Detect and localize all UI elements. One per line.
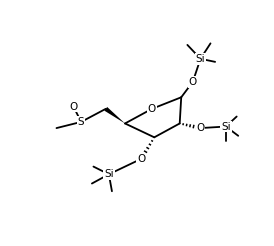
Text: Si: Si bbox=[104, 169, 114, 179]
Text: O: O bbox=[69, 102, 78, 111]
Text: S: S bbox=[78, 117, 84, 127]
Text: Si: Si bbox=[221, 122, 231, 132]
Polygon shape bbox=[104, 107, 125, 123]
Text: O: O bbox=[137, 154, 145, 164]
Text: O: O bbox=[189, 77, 197, 87]
Text: Si: Si bbox=[196, 54, 205, 64]
Text: O: O bbox=[196, 123, 205, 133]
Text: O: O bbox=[148, 104, 156, 114]
